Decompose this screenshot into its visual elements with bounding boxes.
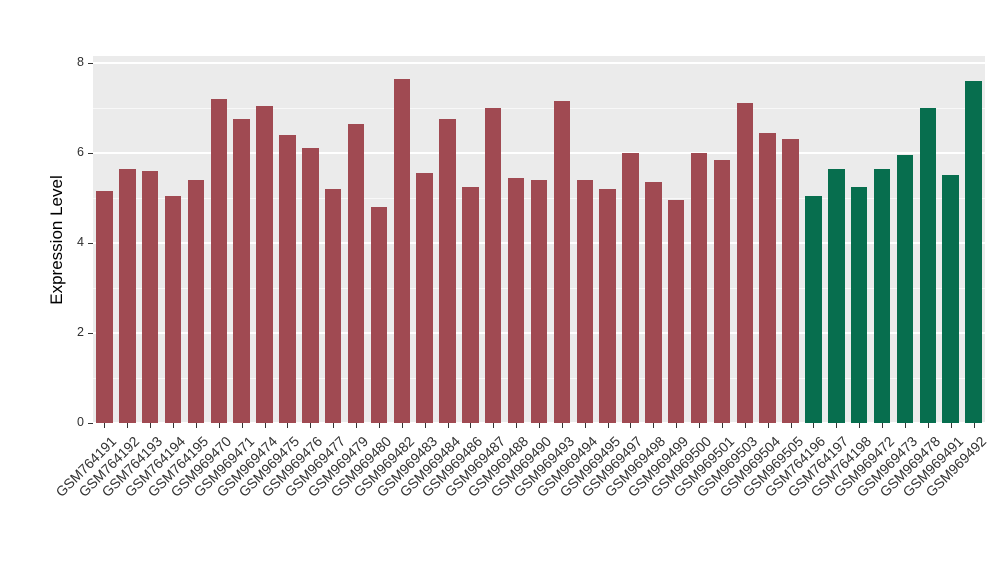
x-tick-mark	[744, 423, 746, 428]
x-tick-mark	[150, 423, 152, 428]
y-tick-label: 0	[77, 415, 84, 429]
bar-GSM969504	[759, 132, 776, 423]
x-tick-mark	[195, 423, 197, 428]
bar-GSM969474	[256, 105, 273, 423]
bar-GSM969471	[233, 119, 250, 423]
bar-GSM969493	[553, 101, 571, 423]
bar-GSM969501	[713, 159, 731, 423]
x-tick-mark	[904, 423, 906, 428]
bar-GSM969472	[873, 168, 891, 423]
bar-GSM969482	[393, 78, 410, 423]
y-tick-mark	[88, 152, 93, 154]
bar-GSM969491	[942, 175, 959, 423]
x-tick-mark	[218, 423, 220, 428]
x-tick-mark	[287, 423, 289, 428]
y-tick-label: 2	[77, 324, 84, 339]
bar-GSM764195	[187, 179, 205, 423]
bar-GSM969483	[416, 173, 433, 423]
bar-GSM969478	[919, 107, 937, 423]
x-tick-mark	[356, 423, 358, 428]
x-tick-mark	[950, 423, 952, 428]
x-tick-mark	[836, 423, 838, 428]
bar-GSM969499	[667, 200, 685, 423]
bar-GSM969480	[370, 206, 388, 423]
y-tick-label: 8	[77, 54, 84, 69]
bar-GSM969503	[736, 103, 754, 423]
x-tick-mark	[859, 423, 861, 428]
x-tick-mark	[127, 423, 129, 428]
x-tick-mark	[630, 423, 632, 428]
x-tick-mark	[721, 423, 723, 428]
gridline-minor	[93, 107, 985, 109]
bar-GSM969484	[439, 119, 456, 423]
x-tick-mark	[470, 423, 472, 428]
bar-GSM764194	[164, 195, 182, 423]
x-tick-mark	[104, 423, 106, 428]
x-tick-mark	[813, 423, 815, 428]
x-tick-mark	[699, 423, 701, 428]
y-tick-label: 6	[77, 144, 84, 159]
bar-GSM969475	[279, 134, 296, 423]
bar-GSM764192	[119, 168, 136, 423]
x-tick-mark	[424, 423, 426, 428]
x-tick-mark	[767, 423, 769, 428]
bar-GSM969486	[462, 186, 479, 423]
bar-GSM969477	[324, 188, 342, 423]
x-tick-mark	[401, 423, 403, 428]
plot-area	[93, 56, 985, 424]
x-tick-mark	[447, 423, 449, 428]
y-tick-mark	[88, 423, 93, 424]
x-tick-mark	[493, 423, 495, 428]
bar-GSM969495	[599, 188, 616, 423]
bar-GSM969492	[965, 80, 982, 423]
x-tick-mark	[310, 423, 312, 428]
gridline-major	[93, 152, 985, 154]
x-tick-mark	[264, 423, 266, 428]
bar-GSM969488	[507, 177, 525, 423]
x-tick-mark	[561, 423, 563, 428]
x-tick-mark	[973, 423, 975, 428]
bar-GSM969505	[782, 139, 799, 423]
y-tick-mark	[88, 242, 93, 244]
y-tick-mark	[88, 332, 93, 334]
x-tick-mark	[241, 423, 243, 428]
x-tick-mark	[584, 423, 586, 428]
x-tick-mark	[790, 423, 792, 428]
bar-GSM764198	[850, 186, 868, 423]
y-tick-mark	[88, 62, 93, 64]
x-tick-mark	[539, 423, 540, 428]
y-tick-label: 4	[77, 234, 84, 249]
x-tick-mark	[333, 423, 335, 428]
x-tick-mark	[378, 423, 380, 428]
bar-GSM969476	[302, 148, 319, 423]
x-tick-mark	[927, 423, 929, 428]
gridline-major	[93, 62, 985, 64]
bar-GSM764197	[828, 168, 845, 423]
bar-GSM764191	[96, 191, 113, 423]
bar-GSM764196	[805, 195, 822, 423]
bar-GSM969500	[690, 152, 708, 423]
bar-GSM764193	[141, 170, 159, 423]
x-tick-mark	[607, 423, 609, 428]
x-tick-mark	[882, 423, 884, 428]
bar-GSM969473	[896, 155, 914, 423]
bar-GSM969498	[645, 182, 662, 423]
bar-GSM969470	[210, 98, 227, 423]
x-tick-mark	[173, 423, 175, 428]
bar-GSM969479	[347, 123, 365, 423]
bar-GSM969487	[485, 107, 502, 423]
bar-GSM969494	[576, 179, 593, 423]
x-tick-mark	[516, 423, 518, 428]
bar-GSM969497	[622, 152, 639, 423]
x-tick-mark	[676, 423, 678, 428]
x-tick-mark	[653, 423, 655, 428]
bar-GSM969490	[530, 179, 548, 423]
